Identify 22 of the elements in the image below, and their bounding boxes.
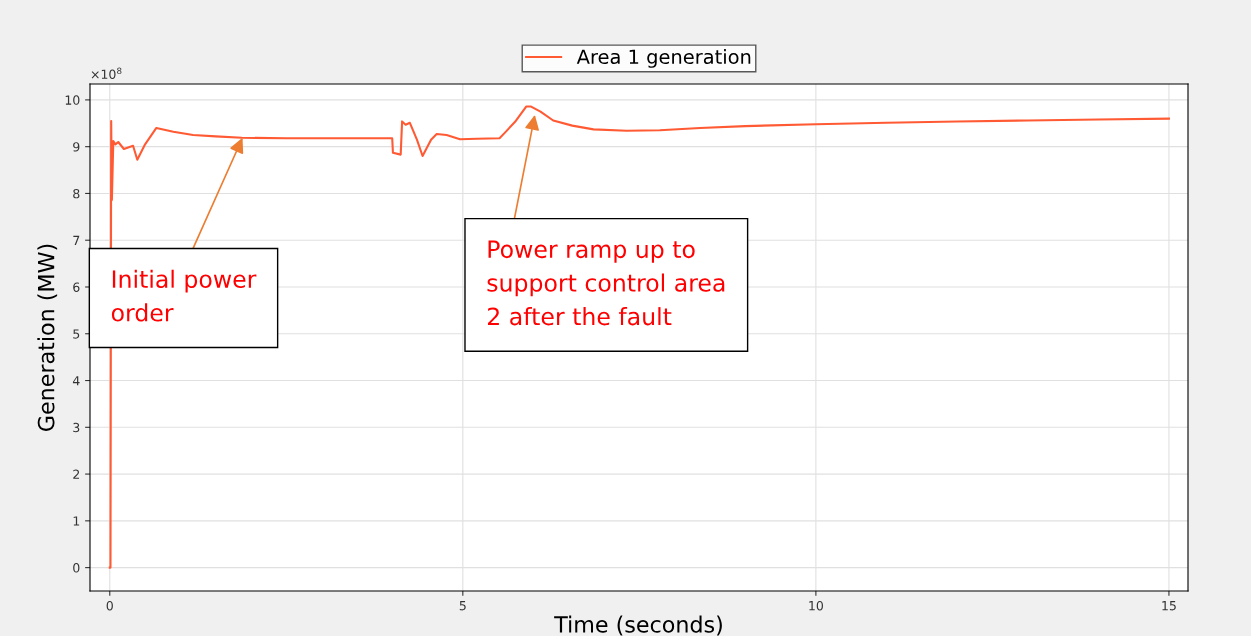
x-tick-label: 0 [106,600,113,611]
y-tick-label: 2 [73,469,80,479]
y-tick-label: 0 [73,563,80,573]
annotation: Power ramp up to support control area 2 after the fault [487,240,725,326]
y-tick-label: 10 [65,95,80,105]
y-tick-label: 5 [73,329,80,339]
y-tick-label: 8 [73,188,80,199]
x-tick-label: 10 [809,600,823,611]
annotation: Initial power order [111,269,257,322]
y-tick-label: 7 [73,235,80,245]
y-tick-label: 6 [73,282,80,292]
x-tick-label: 15 [1162,601,1176,611]
x-tick-label: 5 [459,601,466,611]
y-tick-label: 4 [72,376,80,386]
y-axis-title: Generation (MW) [37,244,58,432]
y-tick-label: 3 [73,422,80,433]
text: ×10$^{8}$ [91,67,122,79]
x-axis-title: Time (seconds) [554,615,722,636]
y-tick-label: 9 [73,142,80,152]
line-series [108,105,1170,569]
y-tick-label: 1 [73,516,80,526]
legend-label: Area 1 generation [576,49,751,68]
